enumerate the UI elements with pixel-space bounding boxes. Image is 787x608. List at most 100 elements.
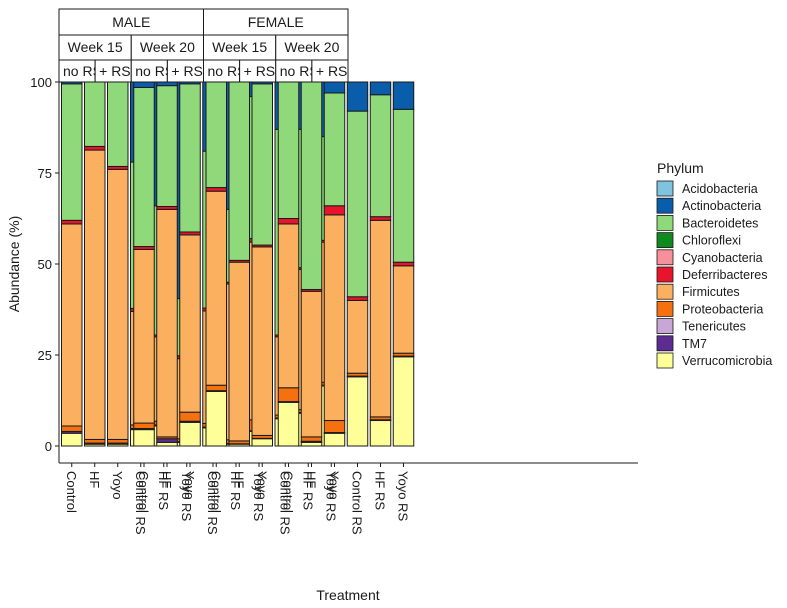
bar-segment-female-week-20-control-deferribacteres [277,218,300,225]
bar-segment-male-week-20-yoyo-proteobacteria [179,411,201,422]
bar-segment-male-week-15-hf-firmicutes [84,149,106,440]
bar-segment-male-week-15-control-firmicutes [61,223,83,427]
bars-layer [61,81,415,447]
bar-segment-female-week-20-control-rs-deferribacteres [346,296,369,301]
bar-segment-female-week-20-control-proteobacteria [277,387,300,403]
bar-segment-female-week-20-hf-firmicutes [300,290,323,438]
x-tick-label-control: Control [281,471,296,513]
bar-segment-male-week-15-control-proteobacteria [61,425,83,432]
sex-strip-box-male [58,8,204,36]
bar-segment-male-week-20-control-verrucomicrobia [133,429,155,447]
legend-label-deferribacteres: Deferribacteres [682,268,767,282]
bar-segment-female-week-15-control-bacteroidetes [205,81,227,189]
x-tick-label-control-rs: Control RS [277,471,292,535]
rs-strip-label-rs: + RS [99,63,131,79]
bar-segment-female-week-20-yoyo-rs-bacteroidetes [392,108,415,263]
x-tick-label-control: Control [136,471,151,513]
bar-segment-female-week-20-hf-rs-verrucomicrobia [369,420,392,447]
legend-label-cyanobacteria: Cyanobacteria [682,251,763,265]
rs-strip-label-rs: + RS [316,63,348,79]
bar-segment-female-week-15-yoyo-bacteroidetes [251,83,273,246]
x-tick-label-control-rs: Control RS [133,471,148,535]
y-tick-label-25: 25 [38,348,52,363]
x-tick-label-yoyo-rs: Yoyo RS [323,471,338,521]
bar-segment-male-week-15-hf-bacteroidetes [84,81,106,147]
facet-strips: MALE FEMALE Week 15 Week 20 Week 15 Week 20 no… [58,8,349,83]
bar-segment-male-week-20-control-firmicutes [133,248,155,424]
bar-segment-male-week-20-control-actinobacteria [133,81,155,88]
legend-swatch-firmicutes [656,283,674,300]
bar-segment-male-week-20-hf-firmicutes [156,208,178,438]
x-tick-label-hf: HF [304,471,319,488]
sex-strip-box-female [203,8,349,36]
x-tick-label-hf-rs: HF RS [156,471,171,510]
sex-strip-label-female: FEMALE [248,14,304,30]
bar-segment-male-week-20-hf-actinobacteria [156,81,178,87]
x-axis-label: Treatment [316,587,379,603]
axes-layer: Control HF Yoyo Control RS HF RS Yoyo RS Contr… [30,75,638,535]
bar-segment-female-week-20-control-firmicutes [277,223,300,389]
x-tick-label-hf: HF [231,471,246,488]
bar-segment-female-week-15-control-verrucomicrobia [205,390,227,447]
legend-label-proteobacteria: Proteobacteria [682,302,763,316]
legend-title: Phylum [657,160,704,176]
legend-label-firmicutes: Firmicutes [682,285,740,299]
x-tick-label-hf-rs: HF RS [373,471,388,510]
y-tick-label-100: 100 [30,75,52,90]
bar-segment-female-week-15-control-deferribacteres [205,187,227,192]
bar-segment-female-week-20-hf-rs-deferribacteres [369,216,392,221]
legend-swatch-acidobacteria [656,180,674,197]
bar-segment-female-week-20-control-verrucomicrobia [277,401,300,447]
bar-segment-male-week-15-control-deferribacteres [61,219,83,225]
bar-segment-female-week-20-hf-rs-bacteroidetes [369,94,392,218]
x-tick-label-yoyo: Yoyo [254,471,269,499]
legend: Phylum Acidobacteria Actinobacteria Bactero… [656,160,772,369]
legend-label-actinobacteria: Actinobacteria [682,199,761,213]
week-strip-label-week-15: Week 15 [212,39,267,55]
sex-strip-label-male: MALE [112,14,150,30]
week-strip-label-week-20: Week 20 [140,39,195,55]
x-tick-label-yoyo: Yoyo [182,471,197,499]
bar-segment-female-week-20-yoyo-bacteroidetes [323,92,346,207]
bar-segment-female-week-20-hf-bacteroidetes [300,81,323,290]
x-tick-label-hf: HF [87,471,102,488]
y-axis-label: Abundance (%) [6,216,22,313]
x-tick-label-control-rs: Control RS [350,471,365,535]
bar-segment-male-week-20-control-proteobacteria [133,422,155,430]
bar-segment-female-week-20-control-rs-firmicutes [346,299,369,374]
bar-segment-male-week-20-hf-verrucomicrobia [156,441,178,447]
legend-label-tm7: TM7 [682,337,707,351]
bar-segment-female-week-20-control-rs-actinobacteria [346,81,369,112]
bar-segment-female-week-20-control-bacteroidetes [277,81,300,219]
legend-label-bacteroidetes: Bacteroidetes [682,216,758,230]
rs-strip-label-no-rs: no RS [208,63,247,79]
x-tick-label-yoyo-rs: Yoyo RS [179,471,194,521]
bar-segment-male-week-20-control-bacteroidetes [133,86,155,248]
bar-segment-female-week-20-hf-verrucomicrobia [300,441,323,447]
x-tick-label-yoyo: Yoyo [327,471,342,499]
bar-segment-male-week-20-yoyo-bacteroidetes [179,83,201,233]
bar-segment-female-week-20-yoyo-actinobacteria [323,81,346,94]
bar-segment-female-week-15-yoyo-actinobacteria [251,81,273,85]
bar-segment-female-week-15-control-proteobacteria [205,384,227,392]
bar-segment-female-week-20-yoyo-firmicutes [323,214,346,422]
bar-segment-female-week-20-hf-proteobacteria [300,436,323,442]
x-tick-label-control-rs: Control RS [205,471,220,535]
bar-segment-female-week-20-hf-rs-firmicutes [369,219,392,418]
bar-segment-male-week-15-control-verrucomicrobia [61,432,83,447]
bar-segment-female-week-20-yoyo-rs-deferribacteres [392,261,415,267]
legend-swatch-proteobacteria [656,300,674,317]
bar-segment-female-week-20-yoyo-verrucomicrobia [323,432,346,447]
legend-label-chloroflexi: Chloroflexi [682,234,741,248]
legend-swatch-bacteroidetes [656,214,674,231]
bar-segment-male-week-20-yoyo-firmicutes [179,234,201,413]
rs-strip-label-rs: + RS [171,63,203,79]
bar-segment-male-week-15-yoyo-firmicutes [107,168,129,440]
bar-segment-female-week-15-hf-bacteroidetes [228,81,250,261]
rs-strip-label-no-rs: no RS [280,63,319,79]
bar-segment-female-week-15-hf-firmicutes [228,261,250,442]
bar-segment-male-week-15-yoyo-proteobacteria [107,438,129,444]
bar-segment-female-week-20-control-rs-verrucomicrobia [346,376,369,447]
legend-swatch-cyanobacteria [656,249,674,266]
bar-segment-male-week-15-control-bacteroidetes [61,83,83,221]
